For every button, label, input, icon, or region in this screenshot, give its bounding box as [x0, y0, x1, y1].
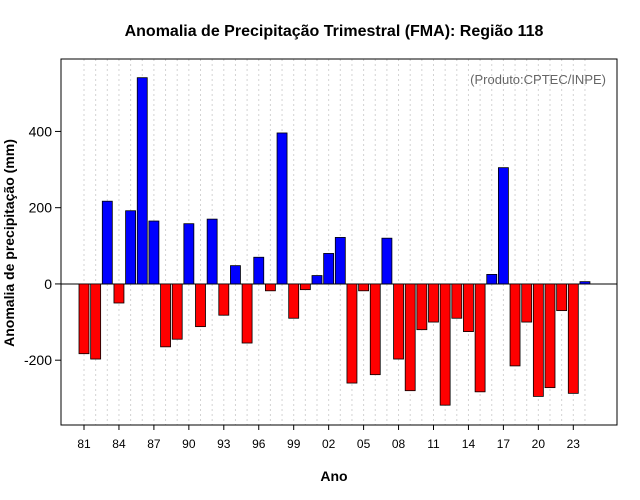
bar-1981: [78, 283, 90, 355]
bar-2014: [463, 283, 474, 332]
bar-2000: [299, 283, 311, 291]
bar-2023: [567, 283, 579, 394]
y-tick-label: 0: [44, 276, 52, 292]
bar-2021: [544, 283, 556, 389]
bar-1993: [218, 283, 230, 316]
bar-1999: [288, 283, 300, 319]
bar-1996: [253, 256, 265, 285]
bar-1994: [230, 265, 241, 285]
bar-1995: [241, 283, 253, 344]
x-tick-label: 87: [147, 437, 161, 451]
bar-2022: [556, 283, 568, 312]
bars-group: [78, 77, 591, 406]
bar-2013: [451, 283, 463, 319]
x-tick-label: 93: [217, 437, 231, 451]
bar-2024: [579, 281, 591, 285]
bar-2016: [486, 274, 498, 285]
bar-2010: [416, 283, 428, 331]
x-tick-label: 99: [287, 437, 301, 451]
x-tick-label: 17: [497, 437, 511, 451]
bar-1992: [206, 218, 218, 285]
y-tick-label: 400: [29, 123, 53, 139]
x-tick-label: 05: [357, 437, 371, 451]
bar-2012: [439, 283, 451, 406]
x-tick-label: 96: [252, 437, 266, 451]
chart-title: Anomalia de Precipitação Trimestral (FMA…: [125, 23, 544, 40]
bar-1991: [195, 283, 206, 328]
bar-1987: [148, 220, 160, 285]
x-axis: 81 84 87 90 93 96 99 02 05 08 11 14 17 20 23: [77, 424, 581, 451]
bar-2008: [393, 283, 404, 360]
y-tick-label: 200: [29, 200, 53, 216]
bar-2005: [358, 283, 370, 292]
x-tick-label: 90: [182, 437, 196, 451]
bar-2011: [428, 283, 439, 323]
bar-2004: [346, 283, 358, 384]
bar-1982: [90, 283, 102, 360]
bar-2006: [369, 283, 381, 376]
x-tick-label: 11: [427, 437, 440, 451]
x-tick-label: 20: [532, 437, 546, 451]
x-axis-title: Ano: [320, 468, 347, 484]
x-tick-label: 02: [322, 437, 336, 451]
x-tick-label: 81: [77, 437, 91, 451]
bar-1998: [276, 132, 288, 285]
bar-1986: [136, 77, 148, 285]
bar-2018: [509, 283, 521, 367]
grid-lines: [83, 59, 586, 425]
bar-1997: [264, 283, 276, 292]
bar-2007: [381, 237, 393, 285]
bar-1988: [160, 283, 171, 348]
bar-1985: [125, 210, 136, 285]
y-tick-label: -200: [24, 352, 52, 368]
bar-2015: [474, 283, 486, 393]
bar-2003: [334, 237, 346, 285]
x-tick-label: 23: [567, 437, 581, 451]
bar-2001: [311, 275, 323, 285]
bar-1990: [183, 223, 195, 285]
x-tick-label: 84: [112, 437, 126, 451]
y-axis: -200 0 200 400: [24, 123, 61, 368]
bar-1983: [101, 200, 113, 285]
bar-2009: [404, 283, 416, 392]
bar-2020: [532, 283, 544, 397]
bar-1989: [171, 283, 183, 340]
bar-2017: [497, 167, 509, 285]
y-axis-title: Anomalia de precipitação (mm): [1, 139, 17, 347]
x-tick-label: 08: [392, 437, 406, 451]
source-annotation: (Produto:CPTEC/INPE): [470, 72, 606, 87]
bar-2002: [323, 253, 335, 285]
x-tick-label: 14: [462, 437, 476, 451]
bar-1984: [113, 283, 125, 304]
bar-2019: [521, 283, 533, 323]
